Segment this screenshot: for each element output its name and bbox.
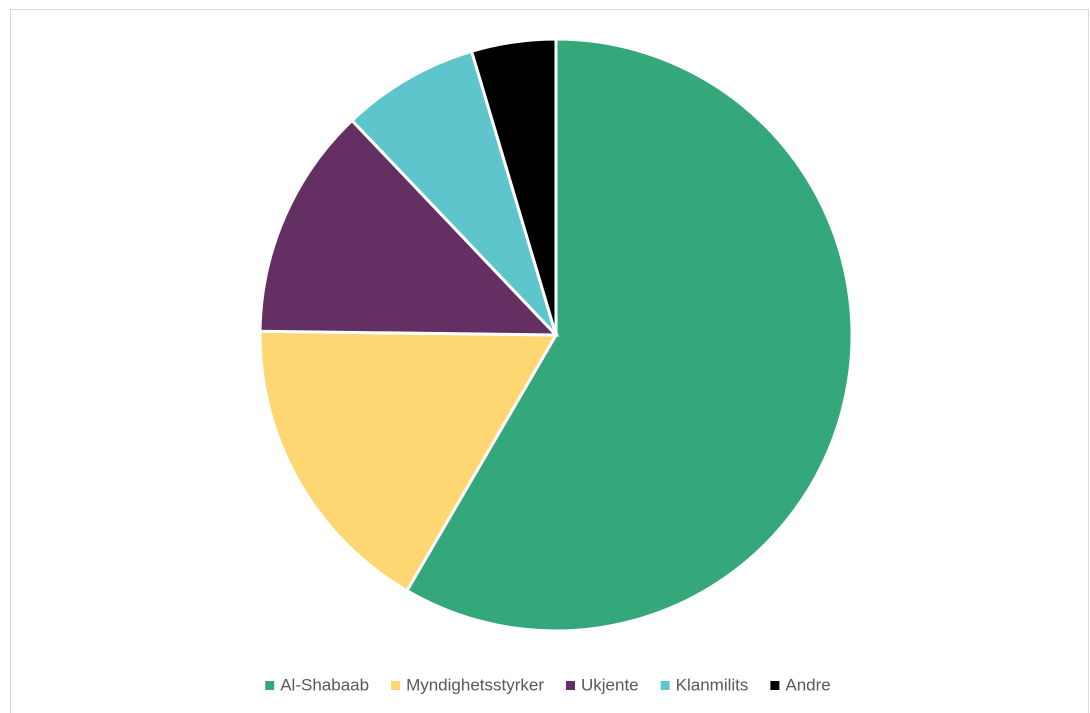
pie-slice [404,37,854,633]
legend-swatch [265,681,275,690]
pie-slice [469,37,558,336]
legend-label: Klanmilits [676,675,749,694]
legend-label: Myndighetsstyrker [406,675,544,694]
legend-swatch [660,681,670,690]
legend-label: Andre [785,675,830,694]
legend-swatch [566,681,576,690]
pie-slice [258,118,560,337]
legend-label: Al-Shabaab [280,675,369,694]
pie-slice [349,49,558,337]
legend-label: Ukjente [581,675,639,694]
legend-swatch [770,681,780,690]
legend-swatch [391,681,401,690]
pie-slice [258,329,559,593]
